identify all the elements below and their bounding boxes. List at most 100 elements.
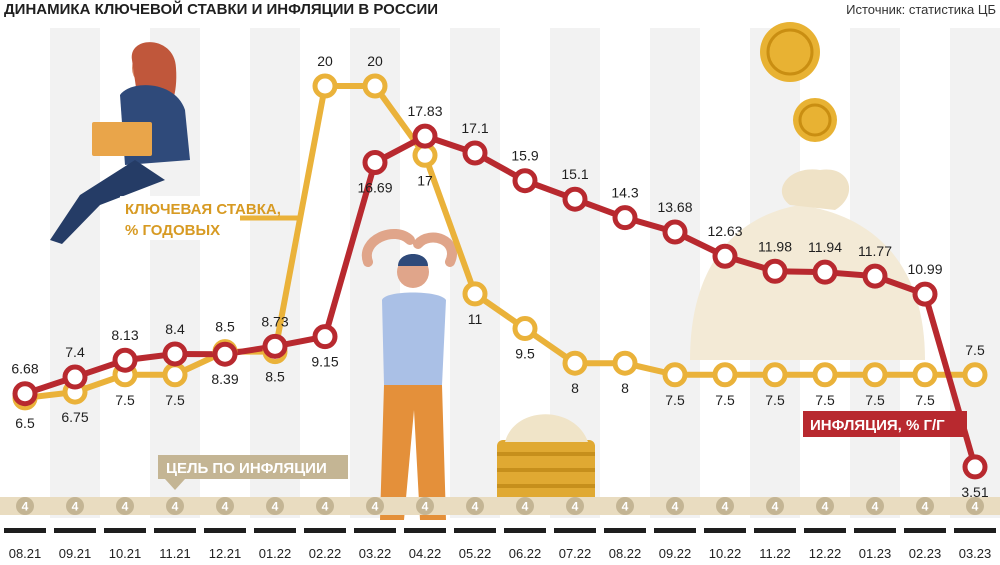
x-tick-label: 11.22 — [759, 546, 791, 561]
x-tick-label: 07.22 — [559, 546, 592, 561]
inflation-point — [462, 140, 488, 166]
chart-title: ДИНАМИКА КЛЮЧЕВОЙ СТАВКИ И ИНФЛЯЦИИ В РО… — [4, 0, 438, 18]
timeline-segment — [804, 528, 846, 533]
inflation-value-label: 6.68 — [11, 361, 38, 377]
target-marker-label: 4 — [522, 500, 529, 514]
key-rate-value-label: 8 — [621, 380, 629, 396]
inflation-point — [712, 243, 738, 269]
target-marker-label: 4 — [822, 500, 829, 514]
timeline-segment — [354, 528, 396, 533]
x-tick-label: 12.21 — [209, 546, 242, 561]
key-rate-value-label: 8.5 — [265, 369, 285, 385]
timeline-segment — [104, 528, 146, 533]
key-rate-legend-line2: % ГОДОВЫХ — [125, 222, 220, 239]
key-rate-value-label: 7.5 — [965, 342, 985, 358]
timeline-segment — [604, 528, 646, 533]
inflation-value-label: 10.99 — [907, 261, 942, 277]
target-marker — [316, 497, 334, 515]
inflation-value-label: 14.3 — [611, 185, 638, 201]
target-marker — [266, 497, 284, 515]
timeline-segment — [454, 528, 496, 533]
timeline-segment — [504, 528, 546, 533]
target-legend-label: ЦЕЛЬ ПО ИНФЛЯЦИИ — [166, 460, 327, 477]
target-marker — [666, 497, 684, 515]
key-rate-point — [462, 281, 488, 307]
target-marker — [966, 497, 984, 515]
inflation-point — [812, 259, 838, 285]
timeline-segment — [304, 528, 346, 533]
inflation-point — [912, 281, 938, 307]
target-marker — [416, 497, 434, 515]
key-rate-value-label: 7.5 — [815, 392, 835, 408]
target-marker-label: 4 — [72, 500, 79, 514]
inflation-value-label: 3.51 — [961, 484, 988, 500]
target-marker-label: 4 — [772, 500, 779, 514]
timeline-segment — [4, 528, 46, 533]
target-marker-label: 4 — [472, 500, 479, 514]
target-marker-label: 4 — [222, 500, 229, 514]
source-note: Источник: статистика ЦБ — [846, 2, 996, 17]
inflation-point — [862, 263, 888, 289]
key-rate-point — [962, 362, 988, 388]
key-rate-point — [512, 316, 538, 342]
key-rate-value-label: 7.5 — [765, 392, 785, 408]
column-stripe — [450, 28, 500, 518]
series-labels: 6.5 6.75 7.5 7.5 8.5 8.5 20 20 17 11 9.5 8 8 7.5 7.5 7.… — [11, 53, 988, 500]
x-tick-label: 10.21 — [109, 546, 142, 561]
target-marker — [916, 497, 934, 515]
inflation-value-label: 8.13 — [111, 327, 138, 343]
coin-stack-illustration — [497, 414, 595, 508]
timeline-segment — [954, 528, 996, 533]
x-tick-label: 11.21 — [159, 546, 191, 561]
inflation-value-label: 11.77 — [858, 243, 892, 259]
inflation-value-label: 11.94 — [808, 239, 842, 255]
x-tick-label: 05.22 — [459, 546, 492, 561]
man-illustration — [361, 228, 457, 520]
key-rate-point — [312, 73, 338, 99]
key-rate-value-label: 20 — [317, 53, 333, 69]
inflation-point — [262, 333, 288, 359]
key-rate-value-label: 7.5 — [715, 392, 735, 408]
key-rate-value-label: 7.5 — [865, 392, 885, 408]
inflation-point — [662, 219, 688, 245]
target-marker — [516, 497, 534, 515]
inflation-value-label: 7.4 — [65, 344, 85, 360]
target-marker — [366, 497, 384, 515]
inflation-point — [612, 205, 638, 231]
x-tick-label: 02.23 — [909, 546, 942, 561]
target-marker-label: 4 — [422, 500, 429, 514]
x-tick-label: 03.22 — [359, 546, 392, 561]
target-legend-box — [158, 455, 348, 479]
x-tick-label: 01.23 — [859, 546, 892, 561]
target-marker — [116, 497, 134, 515]
inflation-value-label: 9.15 — [311, 354, 338, 370]
target-marker — [66, 497, 84, 515]
key-rate-value-label: 11 — [468, 311, 483, 327]
x-tick-label: 08.22 — [609, 546, 642, 561]
key-rate-value-label: 9.5 — [515, 346, 535, 362]
key-rate-point — [612, 350, 638, 376]
inflation-point — [512, 168, 538, 194]
key-rate-value-label: 6.5 — [15, 415, 35, 431]
x-tick-label: 09.22 — [659, 546, 692, 561]
key-rate-point — [812, 362, 838, 388]
target-marker — [16, 497, 34, 515]
x-axis-ticks: 08.21 09.21 10.21 11.21 12.21 01.22 02.22 03.22… — [9, 546, 992, 561]
target-marker — [766, 497, 784, 515]
target-marker — [716, 497, 734, 515]
target-marker-label: 4 — [22, 500, 29, 514]
inflation-point — [962, 454, 988, 480]
key-rate-value-label: 7.5 — [915, 392, 935, 408]
target-marker-label: 4 — [122, 500, 129, 514]
inflation-value-label: 17.1 — [461, 120, 488, 136]
target-marker-label: 4 — [272, 500, 279, 514]
target-marker — [566, 497, 584, 515]
inflation-value-label: 11.98 — [758, 238, 792, 254]
target-marker-label: 4 — [722, 500, 729, 514]
timeline-segment — [704, 528, 746, 533]
inflation-value-label: 17.83 — [407, 103, 442, 119]
key-rate-value-label: 20 — [367, 53, 383, 69]
inflation-point — [12, 381, 38, 407]
timeline-segment — [254, 528, 296, 533]
